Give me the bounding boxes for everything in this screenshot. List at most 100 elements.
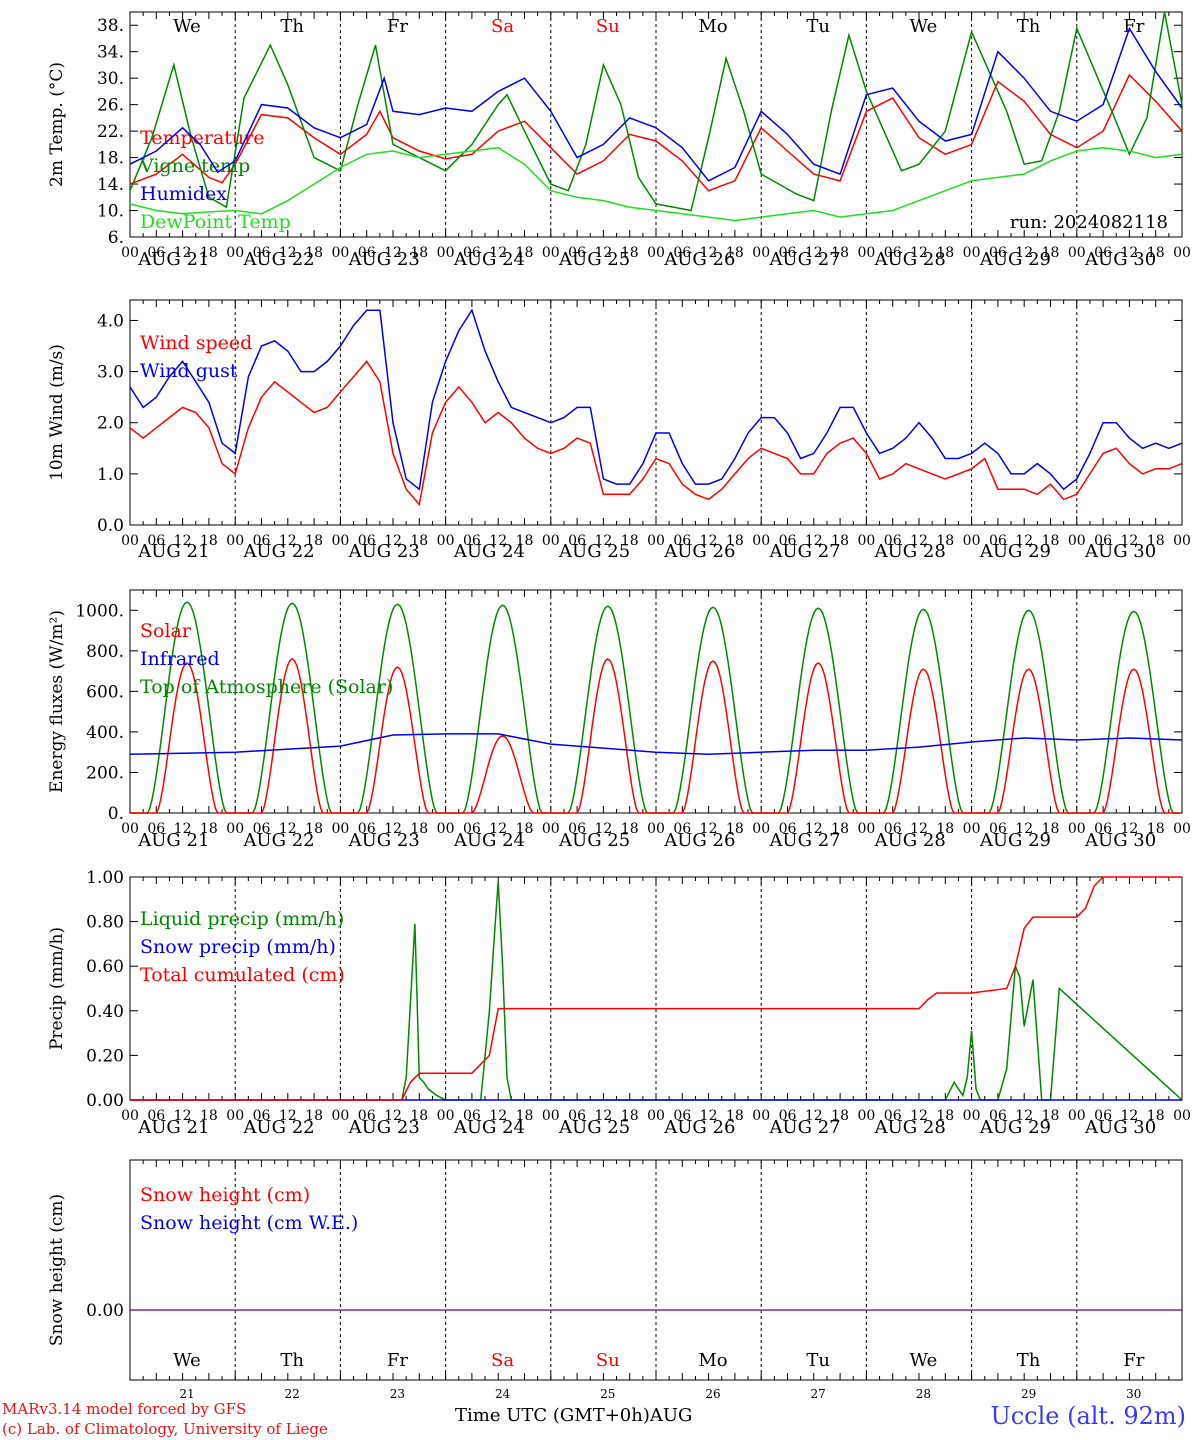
y-tick-label: 400. [86, 723, 124, 743]
hour-label: 18 [726, 821, 744, 837]
hour-label: 00 [1173, 821, 1191, 837]
hour-label: 00 [647, 1108, 665, 1124]
hour-label: 00 [752, 533, 770, 549]
date-label: AUG 25 [558, 1117, 630, 1138]
hour-label: 18 [621, 821, 639, 837]
hour-label: 06 [989, 1108, 1007, 1124]
hour-label: 06 [673, 821, 691, 837]
hour-label: 18 [1147, 533, 1165, 549]
hour-label: 06 [358, 821, 376, 837]
hour-label: 12 [805, 245, 823, 261]
y-tick-label: 2.0 [97, 414, 124, 434]
legend-label: Vigne temp [139, 155, 250, 177]
hour-label: 00 [1068, 1108, 1086, 1124]
date-label: AUG 30 [1084, 1117, 1156, 1138]
date-label: AUG 26 [663, 249, 735, 270]
y-tick-label: 0. [108, 804, 124, 824]
y-tick-label: 1000. [75, 601, 124, 621]
date-label: AUG 21 [137, 830, 209, 851]
hour-label: 12 [384, 533, 402, 549]
hour-label: 12 [805, 533, 823, 549]
hour-label: 00 [963, 821, 981, 837]
hour-label: 18 [305, 821, 323, 837]
hour-label: 06 [147, 821, 165, 837]
date-label: AUG 24 [453, 1117, 525, 1138]
hour-label: 06 [989, 245, 1007, 261]
date-label: AUG 24 [453, 249, 525, 270]
date-label: AUG 29 [979, 541, 1051, 562]
hour-label: 12 [700, 1108, 718, 1124]
hour-label: 06 [779, 1108, 797, 1124]
hour-label: 06 [253, 821, 271, 837]
hour-label: 18 [936, 821, 954, 837]
hour-label: 18 [621, 1108, 639, 1124]
y-tick-label: 600. [86, 682, 124, 702]
hour-label: 06 [989, 533, 1007, 549]
hour-label: 06 [884, 821, 902, 837]
hour-label: 18 [516, 245, 534, 261]
weekday-label: Sa [491, 16, 514, 37]
hour-label: 00 [437, 1108, 455, 1124]
hour-label: 18 [726, 245, 744, 261]
y-tick-label: 0.0 [97, 516, 124, 536]
hour-label: 06 [253, 245, 271, 261]
y-tick-label: 1.0 [97, 465, 124, 485]
hour-label: 06 [253, 1108, 271, 1124]
meteogram-chart: 6. 10. 14. 18. 22. 26. 30. 34. 38. 2m Temp. (°C) 0… [47, 11, 1191, 1400]
hour-label: 18 [516, 533, 534, 549]
legend-label: Wind gust [140, 360, 238, 382]
hour-label: 18 [1042, 533, 1060, 549]
hour-label: 00 [331, 821, 349, 837]
legend-label: Temperature [140, 127, 264, 149]
hour-label: 12 [910, 245, 928, 261]
day-number-label: 27 [811, 1387, 826, 1400]
day-number-label: 28 [916, 1387, 931, 1400]
hour-label: 12 [489, 1108, 507, 1124]
y-tick-label: 0.00 [86, 1091, 124, 1111]
hour-label: 12 [594, 1108, 612, 1124]
day-number-label: 26 [705, 1387, 720, 1400]
hour-label: 12 [700, 533, 718, 549]
legend-label: Humidex [140, 183, 227, 205]
legend-label: DewPoint Temp [140, 211, 291, 233]
date-label: AUG 23 [348, 830, 420, 851]
date-label: AUG 22 [242, 249, 314, 270]
panel-frame [129, 589, 1183, 814]
hour-label: 06 [779, 533, 797, 549]
hour-label: 06 [147, 245, 165, 261]
hour-label: 06 [568, 245, 586, 261]
date-label: AUG 29 [979, 249, 1051, 270]
date-label: AUG 22 [242, 541, 314, 562]
y-tick-label: 0.00 [86, 1301, 124, 1321]
hour-label: 12 [1015, 245, 1033, 261]
date-label: AUG 26 [663, 830, 735, 851]
hour-label: 06 [673, 533, 691, 549]
hour-label: 18 [621, 245, 639, 261]
weekday-label: Mo [698, 16, 727, 37]
hour-label: 12 [174, 245, 192, 261]
hour-label: 06 [568, 821, 586, 837]
series-line-temperature [129, 73, 1183, 192]
date-label: AUG 21 [137, 249, 209, 270]
hour-label: 06 [989, 821, 1007, 837]
hour-label: 18 [831, 1108, 849, 1124]
hour-label: 12 [594, 533, 612, 549]
weekday-label: We [173, 16, 201, 37]
date-label: AUG 25 [558, 541, 630, 562]
hour-label: 18 [200, 1108, 218, 1124]
hour-label: 12 [174, 533, 192, 549]
y-tick-label: 0.20 [86, 1046, 124, 1066]
hour-label: 00 [752, 245, 770, 261]
legend-label: Liquid precip (mm/h) [140, 908, 344, 930]
hour-label: 18 [410, 821, 428, 837]
series-line-solar [130, 657, 1180, 814]
hour-label: 00 [121, 1108, 139, 1124]
hour-label: 00 [331, 245, 349, 261]
hour-label: 00 [542, 245, 560, 261]
hour-label: 18 [410, 533, 428, 549]
hour-label: 00 [1068, 245, 1086, 261]
hour-label: 00 [226, 1108, 244, 1124]
hour-label: 12 [279, 533, 297, 549]
weekday-label: Fr [1123, 16, 1144, 37]
date-label: AUG 23 [348, 541, 420, 562]
